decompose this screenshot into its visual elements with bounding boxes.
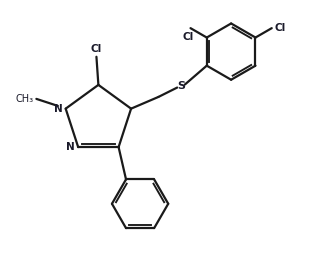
Text: CH₃: CH₃ [16, 94, 34, 104]
Text: S: S [177, 81, 185, 91]
Text: Cl: Cl [183, 32, 194, 42]
Text: N: N [66, 142, 75, 152]
Text: Cl: Cl [275, 23, 286, 33]
Text: Cl: Cl [91, 44, 102, 54]
Text: N: N [54, 104, 62, 114]
